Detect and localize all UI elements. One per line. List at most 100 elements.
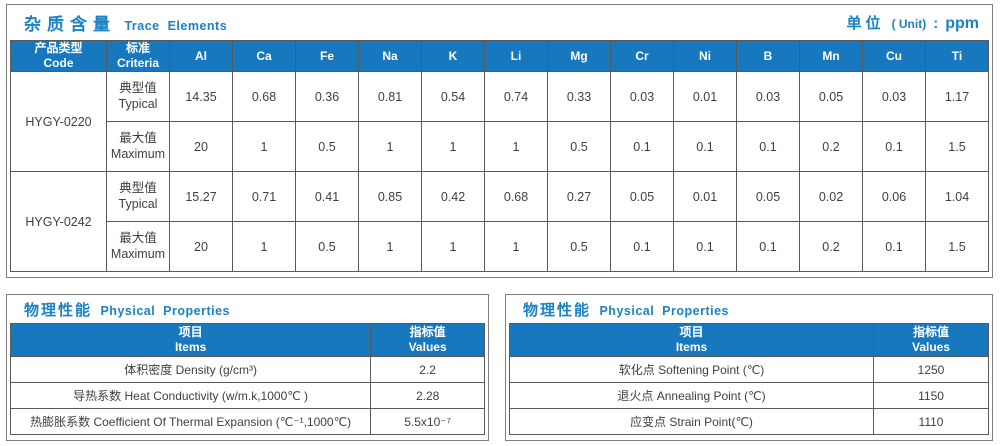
table-row: 导热系数 Heat Conductivity (w/m.k,1000℃ ) 2.… <box>9 382 485 409</box>
value-cell: 20 <box>169 121 233 172</box>
value-cell: 14.35 <box>169 71 233 122</box>
property-value: 1250 <box>873 356 989 383</box>
trace-elements-section: 杂质含量 Trace Elements 单位 ( Unit) : ppm 产品类… <box>6 4 993 278</box>
trace-header-row: 产品类型 Code 标准 Criteria Al Ca Fe Na K Li M… <box>10 40 989 72</box>
value-cell: 0.36 <box>295 71 359 122</box>
criteria-cn: 典型值 <box>119 180 157 195</box>
value-cell: 1.04 <box>925 171 989 222</box>
value-cell: 0.01 <box>673 71 737 122</box>
col-header-element: Ti <box>925 40 989 72</box>
property-item: 体积密度 Density (g/cm³) <box>9 356 372 383</box>
section-title: 杂质含量 Trace Elements <box>24 10 227 35</box>
table-row: 软化点 Softening Point (℃) 1250 <box>508 356 989 383</box>
col-header-values: 指标值 Values <box>370 323 485 357</box>
prop-header-row: 项目 Items 指标值 Values <box>508 323 989 357</box>
value-cell: 0.5 <box>547 121 611 172</box>
property-item: 应变点 Strain Point(℃) <box>508 408 875 435</box>
value-cell: 0.85 <box>358 171 422 222</box>
col-header-product: 产品类型 Code <box>10 40 107 72</box>
value-cell: 1 <box>232 221 296 272</box>
physical-left-header: 物理性能 Physical Properties <box>10 295 485 323</box>
value-cell: 1.5 <box>925 221 989 272</box>
property-value: 1110 <box>873 408 989 435</box>
col-header-values-cn: 指标值 <box>913 325 950 339</box>
col-header-items: 项目 Items <box>9 323 372 357</box>
value-cell: 0.03 <box>862 71 926 122</box>
value-cell: 1 <box>484 121 548 172</box>
criteria-en: Typical <box>118 96 158 111</box>
col-header-criteria-en: Criteria <box>116 56 160 70</box>
value-cell: 0.2 <box>799 221 863 272</box>
col-header-values-en: Values <box>912 340 951 354</box>
section-title-en: Physical Properties <box>100 303 230 318</box>
table-row: HYGY-0242 典型值 Typical 15.27 0.71 0.41 0.… <box>10 171 989 272</box>
value-cell: 0.5 <box>295 121 359 172</box>
col-header-criteria-cn: 标准 <box>125 41 150 55</box>
col-header-criteria: 标准 Criteria <box>106 40 170 72</box>
col-header-element: Cr <box>610 40 674 72</box>
table-row: 应变点 Strain Point(℃) 1110 <box>508 408 989 435</box>
property-value: 2.28 <box>370 382 485 409</box>
unit-label: 单位 ( Unit) : ppm <box>847 12 979 33</box>
col-header-values-en: Values <box>408 340 447 354</box>
value-cell: 1 <box>421 121 485 172</box>
value-cell: 1.17 <box>925 71 989 122</box>
criteria-cn: 最大值 <box>119 130 157 145</box>
col-header-values-cn: 指标值 <box>409 325 446 339</box>
col-header-element: K <box>421 40 485 72</box>
value-cell: 0.01 <box>673 171 737 222</box>
value-cell: 0.05 <box>610 171 674 222</box>
col-header-element: B <box>736 40 800 72</box>
col-header-product-cn: 产品类型 <box>34 41 83 55</box>
criteria-en: Typical <box>118 196 158 211</box>
property-item: 退火点 Annealing Point (℃) <box>508 382 875 409</box>
value-cell: 1 <box>421 221 485 272</box>
col-header-element: Na <box>358 40 422 72</box>
value-cell: 0.1 <box>736 221 800 272</box>
col-header-element: Mn <box>799 40 863 72</box>
col-header-items-cn: 项目 <box>679 325 704 339</box>
value-cell: 0.1 <box>673 221 737 272</box>
value-cell: 0.1 <box>862 121 926 172</box>
physical-properties-right-section: 物理性能 Physical Properties 项目 Items 指标值 Va… <box>505 294 993 441</box>
table-row: 最大值 Maximum 20 1 0.5 1 1 1 0.5 0.1 0.1 0… <box>11 221 989 272</box>
section-title: 物理性能 Physical Properties <box>24 299 230 320</box>
product-code-cell: HYGY-0220 <box>10 71 107 172</box>
section-title-cn: 物理性能 <box>24 301 93 319</box>
value-cell: 0.1 <box>862 221 926 272</box>
property-value: 5.5x10⁻⁷ <box>370 408 485 435</box>
physical-right-header: 物理性能 Physical Properties <box>509 295 989 323</box>
property-item: 热膨胀系数 Coefficient Of Thermal Expansion (… <box>9 408 372 435</box>
value-cell: 1 <box>358 121 422 172</box>
property-value: 2.2 <box>370 356 485 383</box>
col-header-items-cn: 项目 <box>178 325 203 339</box>
table-row: 热膨胀系数 Coefficient Of Thermal Expansion (… <box>9 408 485 435</box>
value-cell: 20 <box>169 221 233 272</box>
col-header-values: 指标值 Values <box>873 323 989 357</box>
col-header-element: Mg <box>547 40 611 72</box>
value-cell: 0.81 <box>358 71 422 122</box>
unit-label-en: ( Unit) <box>891 17 927 31</box>
value-cell: 1.5 <box>925 121 989 172</box>
property-item: 导热系数 Heat Conductivity (w/m.k,1000℃ ) <box>9 382 372 409</box>
criteria-en: Maximum <box>110 246 166 261</box>
unit-label-cn: 单位 <box>846 15 885 32</box>
value-cell: 0.5 <box>547 221 611 272</box>
col-header-element: Ca <box>232 40 296 72</box>
col-header-element: Ni <box>673 40 737 72</box>
trace-elements-table: 产品类型 Code 标准 Criteria Al Ca Fe Na K Li M… <box>10 40 989 272</box>
value-cell: 0.41 <box>295 171 359 222</box>
value-cell: 0.05 <box>799 71 863 122</box>
col-header-element: Li <box>484 40 548 72</box>
value-cell: 0.06 <box>862 171 926 222</box>
col-header-product-en: Code <box>43 56 74 70</box>
value-cell: 0.2 <box>799 121 863 172</box>
value-cell: 0.1 <box>736 121 800 172</box>
criteria-en: Maximum <box>110 146 166 161</box>
value-cell: 0.05 <box>736 171 800 222</box>
value-cell: 0.54 <box>421 71 485 122</box>
physical-properties-left-section: 物理性能 Physical Properties 项目 Items 指标值 Va… <box>6 294 489 441</box>
section-title: 物理性能 Physical Properties <box>523 299 729 320</box>
value-cell: 1 <box>358 221 422 272</box>
